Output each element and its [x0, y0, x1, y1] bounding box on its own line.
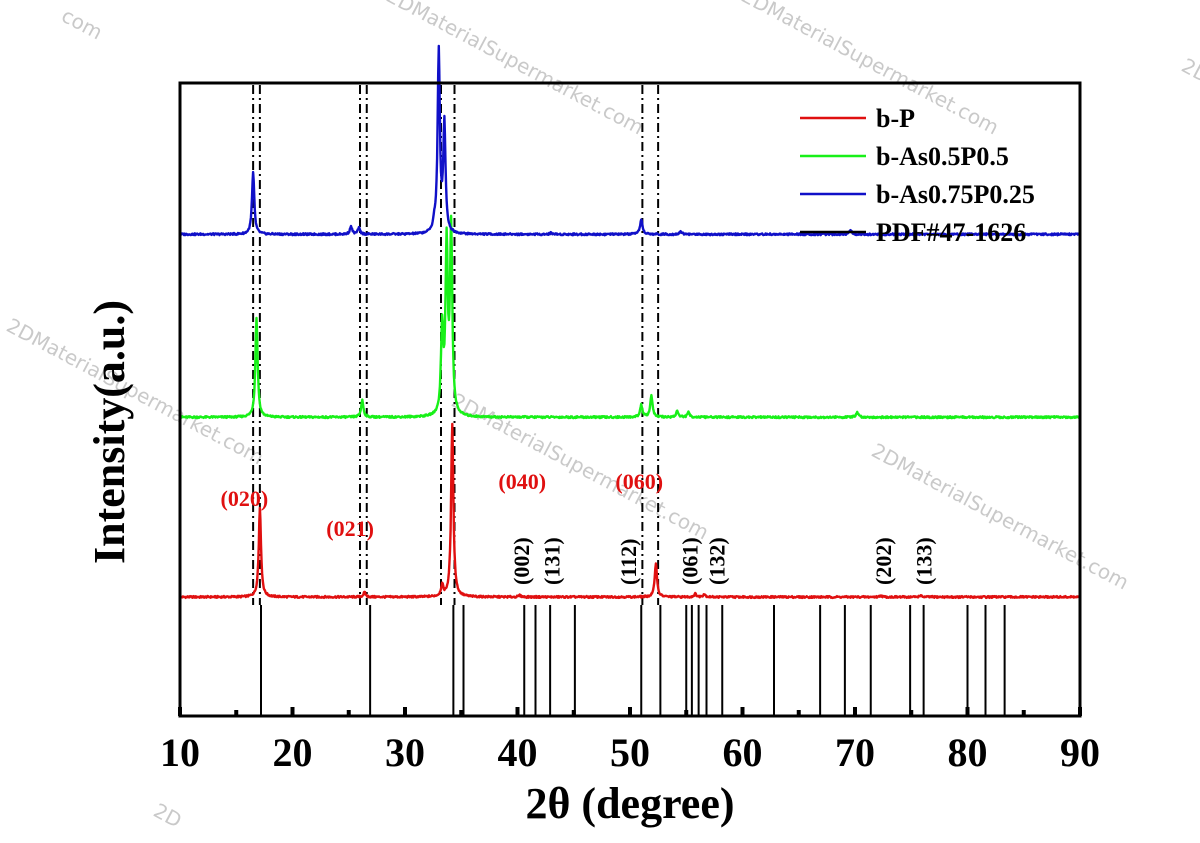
dashed-guides [252, 85, 660, 605]
peak-label-black: (131) [539, 537, 564, 585]
watermark-text: 2DMaterialSupermarket.com [448, 388, 713, 544]
watermark-text: 2DMaterialSupermarket.com [383, 0, 648, 139]
legend: b-P b-As0.5P0.5 b-As0.75P0.25 PDF#47-1626 [800, 104, 1035, 247]
x-tick-label: 30 [385, 730, 425, 775]
watermark-text: 2DMaterialSupermarket.com [1178, 53, 1200, 209]
peak-label-black: (202) [871, 537, 896, 585]
watermark-fragment: 2D [150, 798, 186, 832]
watermark-text: 2DMaterialSupermarket.com [868, 438, 1133, 594]
peak-label-black: (132) [705, 537, 730, 585]
x-tick-label: 90 [1060, 730, 1100, 775]
peak-label-black: (002) [509, 537, 534, 585]
watermark-fragment: com [58, 3, 107, 44]
plot-frame [178, 81, 1082, 718]
watermark-text: 2DMaterialSupermarket.com [738, 0, 1003, 139]
peak-annotations: (020) (021) (040) (060) (002) (131) (112) (061)… [221, 469, 937, 585]
peak-label-red: (020) [221, 486, 269, 511]
x-tick-label: 10 [160, 730, 200, 775]
peak-label-red: (021) [326, 516, 374, 541]
peak-label-red: (060) [615, 469, 663, 494]
peak-label-red: (040) [498, 469, 546, 494]
legend-label: b-As0.75P0.25 [876, 180, 1035, 209]
series-line-2 [179, 44, 1082, 237]
watermark-text: 2DMaterialSupermarket.com [3, 313, 268, 469]
x-axis-title: 2θ (degree) [525, 779, 734, 828]
peak-label-black: (133) [912, 537, 937, 585]
x-tick-label: 60 [723, 730, 763, 775]
legend-label: PDF#47-1626 [876, 218, 1026, 247]
legend-label: b-P [876, 104, 915, 133]
series-layer [178, 44, 1082, 600]
legend-label: b-As0.5P0.5 [876, 142, 1009, 171]
x-tick-label: 40 [498, 730, 538, 775]
peak-label-black: (061) [678, 537, 703, 585]
x-tick-label: 50 [610, 730, 650, 775]
x-tick-label: 80 [948, 730, 988, 775]
peak-label-black: (112) [616, 539, 641, 585]
x-tick-label: 20 [273, 730, 313, 775]
reference-lines [260, 605, 1006, 716]
series-line-0 [178, 422, 1081, 600]
series-line-1 [179, 214, 1081, 420]
x-axis-ticks: 10 20 30 40 50 60 70 80 90 [160, 707, 1100, 775]
x-tick-label: 70 [835, 730, 875, 775]
y-axis-title: Intensity(a.u.) [85, 300, 134, 564]
